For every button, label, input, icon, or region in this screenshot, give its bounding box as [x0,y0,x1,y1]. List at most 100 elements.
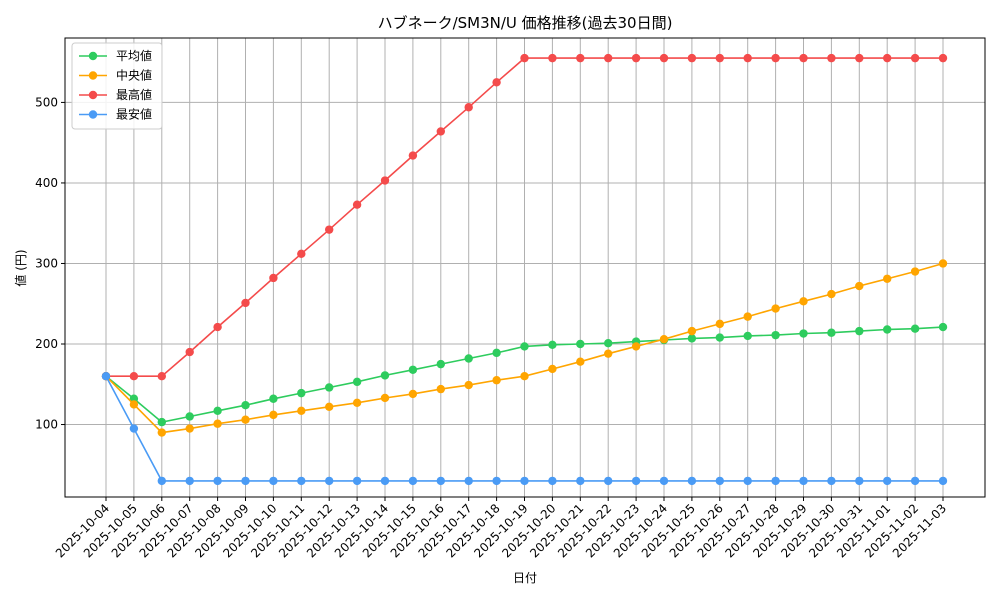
data-point [520,476,529,486]
legend-box [71,42,163,130]
data-point [883,53,892,63]
data-point [604,476,613,486]
data-point [827,289,836,299]
y-tick-label: 400 [35,176,58,190]
data-point [297,406,306,416]
data-point [771,476,780,486]
data-point [157,476,166,486]
legend-marker [88,51,98,61]
data-point [743,476,752,486]
data-point [492,78,501,87]
data-point [520,53,529,63]
data-point [604,53,613,63]
data-point [938,322,948,332]
legend-label: 中央値 [116,68,152,83]
data-point [715,333,724,342]
data-point [185,476,194,486]
y-tick-label: 100 [35,418,58,432]
data-point [101,372,111,381]
data-point [129,400,139,409]
data-point [659,53,669,63]
x-axis-title: 日付 [513,571,537,585]
legend-label: 平均値 [116,48,152,63]
data-point [297,249,306,259]
data-point [325,402,334,412]
data-point [576,476,585,486]
data-point [464,103,473,112]
data-point [492,476,501,486]
data-point [380,371,390,380]
data-point [352,377,362,387]
data-point [157,372,166,381]
data-point [185,424,194,433]
legend-item: 最高値 [79,87,152,102]
data-point [492,376,501,385]
data-point [157,417,166,427]
data-point [352,398,362,407]
data-point [631,342,641,351]
series-layer [101,53,948,486]
data-point [827,476,836,486]
data-point [185,347,194,357]
data-point [408,389,418,399]
data-point [436,127,445,136]
data-point [352,200,362,209]
data-point [687,476,697,486]
data-point [576,53,585,63]
data-point [799,476,808,486]
data-point [799,297,808,306]
data-point [883,274,892,283]
data-point [269,476,278,486]
data-point [827,328,836,337]
data-point [604,349,613,358]
data-point [520,372,529,381]
y-tick-label: 500 [35,95,58,109]
data-point [241,415,250,424]
data-point [492,348,501,358]
data-point [771,53,780,63]
data-point [659,334,669,344]
data-point [855,53,864,63]
legend-label: 最安値 [116,107,152,122]
series-3 [101,372,948,486]
legend-item: 中央値 [79,68,152,83]
data-point [938,476,948,486]
data-point [715,476,724,486]
data-point [325,383,334,392]
data-point [548,476,557,486]
series-0 [101,322,948,427]
grid [65,38,985,497]
data-point [241,476,250,486]
data-point [631,476,641,486]
data-point [269,273,278,283]
data-point [380,176,390,185]
data-point [436,359,445,369]
data-point [380,476,390,486]
legend-marker [88,71,98,80]
data-point [436,384,445,394]
data-point [687,334,697,343]
data-point [910,324,920,333]
legend-item: 平均値 [79,48,152,63]
data-point [910,476,920,486]
data-point [687,326,697,336]
data-point [743,312,752,321]
legend-marker [88,90,98,100]
data-point [129,372,139,381]
data-point [157,428,166,437]
data-point [743,53,752,63]
data-point [659,476,669,486]
data-point [325,225,334,234]
data-point [408,476,418,486]
legend-item: 最安値 [79,107,152,122]
data-point [910,53,920,63]
data-point [213,476,222,486]
data-point [241,298,250,308]
data-point [883,476,892,486]
data-point [352,476,362,486]
x-axis: 2025-10-042025-10-052025-10-062025-10-07… [53,497,949,560]
data-point [213,419,222,428]
data-point [297,388,306,398]
data-point [799,53,808,63]
